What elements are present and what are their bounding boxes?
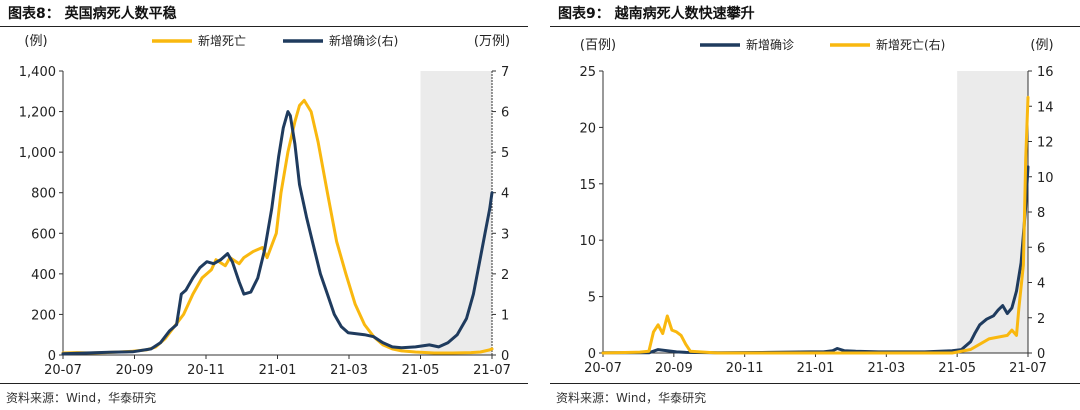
legend-label: 新增确诊: [746, 37, 794, 52]
x-tick-label: 20-11: [187, 363, 225, 378]
title-rule: [550, 26, 1080, 27]
right-tick-label: 4: [1037, 277, 1045, 292]
left-tick-label: 15: [579, 178, 596, 193]
x-tick-label: 21-07: [473, 363, 511, 378]
left-tick-label: 1,400: [19, 65, 56, 80]
left-tick-label: 800: [31, 187, 56, 202]
right-tick-label: 16: [1037, 65, 1054, 80]
right-tick-label: 12: [1037, 136, 1054, 151]
right-tick-label: 6: [1037, 241, 1045, 256]
x-tick-label: 20-09: [116, 363, 154, 378]
right-tick-label: 6: [501, 106, 509, 121]
x-tick-label: 21-01: [259, 363, 297, 378]
x-tick-label: 20-07: [584, 361, 622, 376]
right-tick-label: 0: [501, 349, 509, 364]
x-tick-label: 21-03: [867, 361, 905, 376]
title-rule: [0, 26, 528, 27]
chart-svg-vietnam: 0 5 10 15 20 25 0 2 4 6 8 10 12 14 16 20-07 20-09 20-11 21…: [579, 37, 1054, 376]
right-tick-label: 10: [1037, 171, 1054, 186]
right-tick-label: 2: [1037, 312, 1045, 327]
left-tick-label: 200: [31, 308, 56, 323]
source-note: 资料来源：Wind，华泰研究: [6, 391, 157, 405]
x-tick-label: 20-07: [44, 363, 82, 378]
legend-label: 新增死亡(右): [876, 37, 945, 52]
x-tick-label: 21-07: [1009, 361, 1047, 376]
x-tick-label: 21-05: [402, 363, 440, 378]
left-tick-label: 1,000: [19, 146, 56, 161]
right-axis-unit: (例): [1030, 38, 1053, 53]
right-tick-label: 5: [501, 146, 509, 161]
x-tick-label: 20-11: [726, 361, 764, 376]
legend-label: 新增确诊(右): [329, 33, 398, 48]
right-tick-label: 1: [501, 308, 509, 323]
source-rule: [550, 383, 1080, 384]
left-tick-label: 5: [588, 291, 596, 306]
chart-panel-uk: 图表8： 英国病死人数平稳 0 200 400 600 800 1,000 1,200 1,4…: [0, 0, 530, 410]
source-rule: [0, 383, 528, 384]
left-axis-unit: (例): [24, 34, 47, 49]
chart-panel-vietnam: 图表9： 越南病死人数快速攀升 0 5 10 15 20 25 0 2 4 6 8 10 12 14 16 2…: [550, 0, 1080, 410]
left-tick-label: 0: [48, 349, 56, 364]
x-tick-label: 21-03: [330, 363, 368, 378]
left-tick-label: 20: [579, 121, 596, 136]
chart-title: 图表9： 越南病死人数快速攀升: [558, 6, 755, 22]
right-tick-label: 2: [501, 268, 509, 283]
x-tick-label: 21-01: [797, 361, 835, 376]
x-tick-label: 20-09: [655, 361, 693, 376]
right-axis-unit: (万例): [474, 34, 510, 49]
chart-svg-uk: 0 200 400 600 800 1,000 1,200 1,400 0 1 2 3 4 5 6 7 20-0…: [19, 33, 511, 378]
left-tick-label: 0: [588, 347, 596, 362]
right-tick-label: 0: [1037, 347, 1045, 362]
right-tick-label: 3: [501, 227, 509, 242]
left-axis-unit: (百例): [580, 38, 616, 53]
left-tick-label: 25: [579, 65, 596, 80]
shaded-region: [957, 71, 1028, 353]
series-line: [61, 110, 494, 356]
x-tick-label: 21-05: [938, 361, 976, 376]
left-tick-label: 600: [31, 227, 56, 242]
legend-label: 新增死亡: [198, 33, 246, 48]
left-tick-label: 10: [579, 234, 596, 249]
right-tick-label: 4: [501, 187, 509, 202]
left-tick-label: 400: [31, 268, 56, 283]
right-tick-label: 14: [1037, 100, 1054, 115]
left-tick-label: 1,200: [19, 106, 56, 121]
series-line: [601, 95, 1030, 355]
shaded-region: [420, 71, 492, 355]
right-tick-label: 8: [1037, 206, 1045, 221]
source-note: 资料来源：Wind，华泰研究: [556, 391, 707, 405]
right-tick-label: 7: [501, 65, 509, 80]
chart-title: 图表8： 英国病死人数平稳: [8, 6, 177, 22]
